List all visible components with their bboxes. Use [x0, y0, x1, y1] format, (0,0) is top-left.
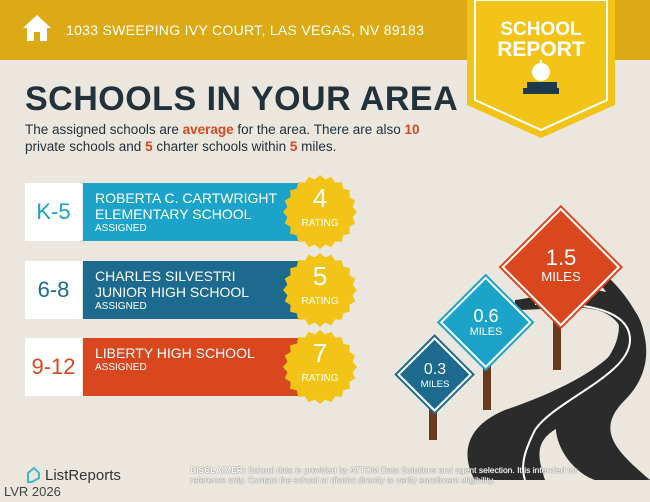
property-address: 1033 SWEEPING IVY COURT, LAS VEGAS, NV 8…: [66, 22, 425, 38]
rating-label: RATING: [301, 373, 339, 384]
rating-label: RATING: [301, 296, 339, 307]
school-name-line1: CHARLES SILVESTRI: [95, 268, 236, 284]
apple-books-icon: [523, 60, 559, 94]
rating-value: 4: [312, 183, 328, 213]
grade-label: 9-12: [25, 338, 82, 396]
disclaimer: DISCLAIMER: School data is provided by A…: [190, 465, 578, 485]
school-name-line2: JUNIOR HIGH SCHOOL: [95, 284, 250, 300]
school-row: 6-8 CHARLES SILVESTRI JUNIOR HIGH SCHOOL A…: [25, 253, 357, 327]
listreports-logo-icon: [27, 466, 40, 483]
assigned-label: ASSIGNED: [95, 301, 147, 312]
grade-label: K-5: [25, 183, 82, 241]
school-name-line2: ELEMENTARY SCHOOL: [95, 206, 252, 222]
distance-value: 0.6: [473, 305, 499, 326]
seal-icon: [283, 175, 357, 249]
listreports-logo: ListReports: [25, 466, 121, 484]
distance-value: 1.5: [545, 245, 577, 270]
page-title: SCHOOLS IN YOUR AREA: [25, 80, 459, 118]
distance-sign: 0.3 MILES: [397, 337, 473, 413]
seal-icon: [283, 330, 357, 404]
school-name-line1: ROBERTA C. CARTWRIGHT: [95, 190, 278, 206]
school-row: 9-12 LIBERTY HIGH SCHOOL ASSIGNED 7 RATING: [25, 330, 357, 404]
mls-watermark: LVR 2026: [4, 484, 61, 499]
home-icon: [23, 15, 51, 41]
assigned-label: ASSIGNED: [95, 223, 147, 234]
distance-unit: MILES: [541, 269, 581, 284]
distance-value: 0.3: [423, 361, 447, 378]
school-name-bar: ROBERTA C. CARTWRIGHT ELEMENTARY SCHOOL AS…: [83, 183, 323, 241]
grade-label: 6-8: [25, 261, 82, 319]
seal-icon: [283, 253, 357, 327]
rating-seal: 7 RATING: [283, 330, 357, 404]
school-name-line1: LIBERTY HIGH SCHOOL: [95, 345, 255, 361]
distance-unit: MILES: [420, 379, 450, 390]
rating-seal: 4 RATING: [283, 175, 357, 249]
rating-seal: 5 RATING: [283, 253, 357, 327]
distance-unit: MILES: [469, 325, 503, 338]
assigned-label: ASSIGNED: [95, 362, 147, 373]
badge-line2: REPORT: [497, 38, 585, 61]
rating-value: 5: [312, 261, 328, 291]
badge-line1: SCHOOL: [500, 19, 582, 40]
distance-sign: 0.6 MILES: [439, 276, 533, 370]
school-row: K-5 ROBERTA C. CARTWRIGHT ELEMENTARY SCHO…: [25, 175, 357, 249]
intro-text: The assigned schools are average for the…: [25, 122, 420, 154]
rating-value: 7: [312, 338, 328, 368]
rating-label: RATING: [301, 218, 339, 229]
school-report-badge: [467, 0, 615, 138]
distance-sign: 1.5 MILES: [501, 207, 621, 327]
